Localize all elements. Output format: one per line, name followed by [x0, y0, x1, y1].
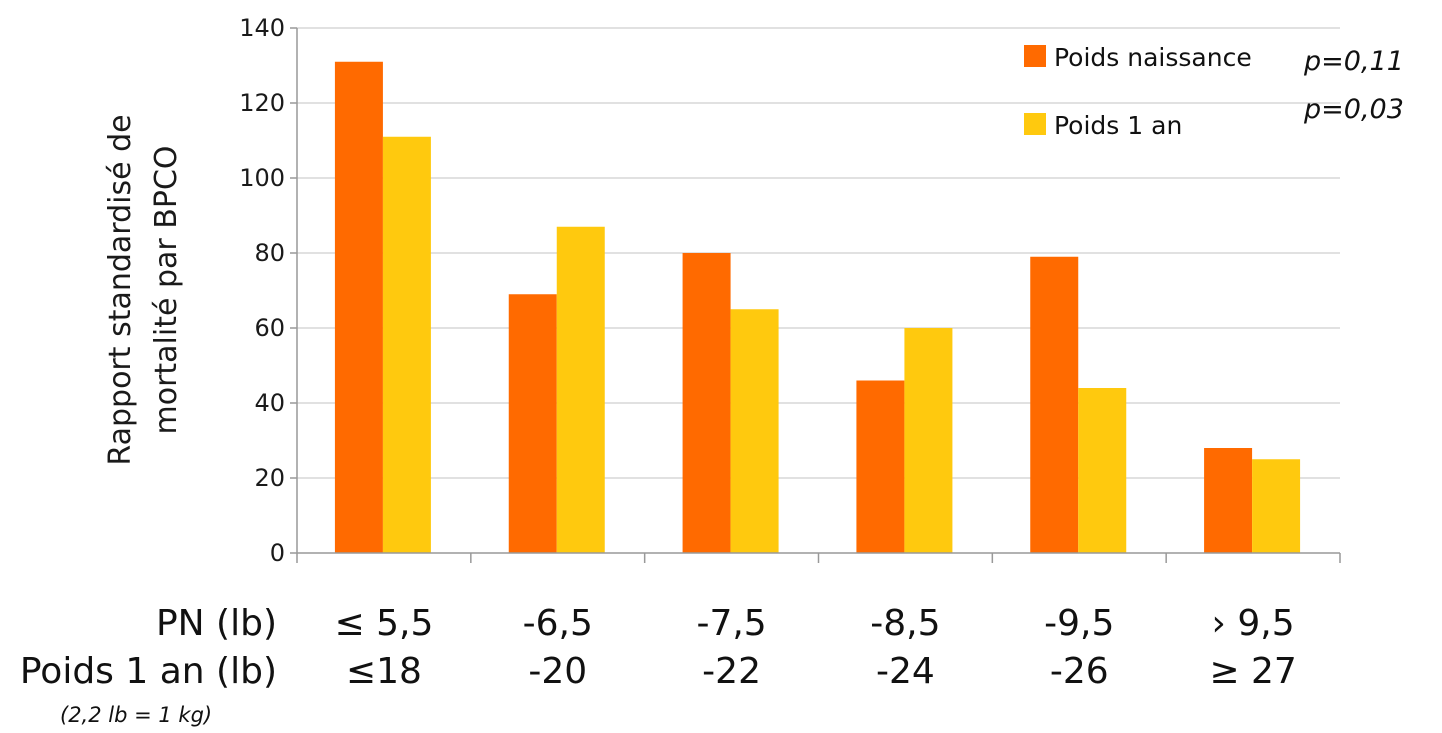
category-label-poids: -20: [528, 651, 587, 692]
y-tick-label: 80: [254, 239, 285, 267]
y-axis-label-line2: mortalité par BPCO: [149, 145, 184, 434]
category-label-pn: -9,5: [1044, 603, 1114, 644]
y-axis-label-line1: Rapport standardisé de: [103, 114, 138, 465]
y-axis-label: Rapport standardisé de mortalité par BPC…: [103, 114, 184, 465]
legend-label-poids-1-an: Poids 1 an: [1054, 111, 1182, 140]
category-label-pn: › 9,5: [1212, 603, 1295, 644]
category-label-poids: -22: [702, 651, 761, 692]
category-labels: ≤ 5,5 ≤18 -6,5 -20 -7,5 -22 -8,5 -24 -9,5 -26 › 9,…: [334, 603, 1296, 692]
x-tick-marks: [296, 553, 1341, 563]
category-label-pn: ≤ 5,5: [334, 603, 433, 644]
legend-swatch-poids-naissance: [1024, 45, 1046, 67]
legend: Poids naissance Poids 1 an p=0,11 p=0,03: [1024, 43, 1404, 140]
y-tick-label: 20: [254, 464, 285, 492]
category-label-poids: -24: [876, 651, 935, 692]
category-label-poids: ≤18: [346, 651, 422, 692]
legend-swatch-poids-1-an: [1024, 113, 1046, 135]
grid-lines: [297, 27, 1340, 479]
y-tick-label: 140: [239, 14, 285, 42]
bar-poids-naissance-0: [334, 61, 383, 553]
y-tick-label: 60: [254, 314, 285, 342]
bar-poids-1-an-5: [1252, 459, 1301, 553]
y-tick-label: 0: [270, 539, 285, 567]
category-label-pn: -7,5: [696, 603, 766, 644]
bar-poids-naissance-4: [1030, 256, 1079, 553]
bar-poids-naissance-3: [856, 380, 905, 553]
row-label-pn: PN (lb): [156, 603, 277, 644]
unit-note: (2,2 lb = 1 kg): [60, 703, 212, 727]
bar-poids-1-an-4: [1078, 388, 1127, 553]
y-tick-labels: 0 20 40 60 80 100 120 140: [239, 14, 297, 567]
bar-poids-1-an-2: [730, 309, 779, 553]
bar-poids-naissance-1: [508, 294, 557, 553]
y-tick-label: 40: [254, 389, 285, 417]
y-tick-label: 120: [239, 89, 285, 117]
bar-poids-naissance-5: [1204, 448, 1253, 553]
y-tick-label: 100: [239, 164, 285, 192]
bar-poids-1-an-0: [382, 136, 431, 553]
bar-poids-1-an-3: [904, 328, 953, 553]
category-label-poids: ≥ 27: [1209, 651, 1296, 692]
row-label-poids: Poids 1 an (lb): [20, 651, 277, 692]
category-label-pn: -8,5: [870, 603, 940, 644]
bar-poids-1-an-1: [556, 226, 605, 553]
p-value-poids-1-an: p=0,03: [1303, 94, 1404, 125]
bars: [334, 61, 1301, 553]
legend-label-poids-naissance: Poids naissance: [1054, 43, 1252, 72]
category-label-poids: -26: [1050, 651, 1109, 692]
category-label-pn: -6,5: [523, 603, 593, 644]
bar-poids-naissance-2: [682, 253, 731, 553]
p-value-poids-naissance: p=0,11: [1303, 46, 1404, 77]
